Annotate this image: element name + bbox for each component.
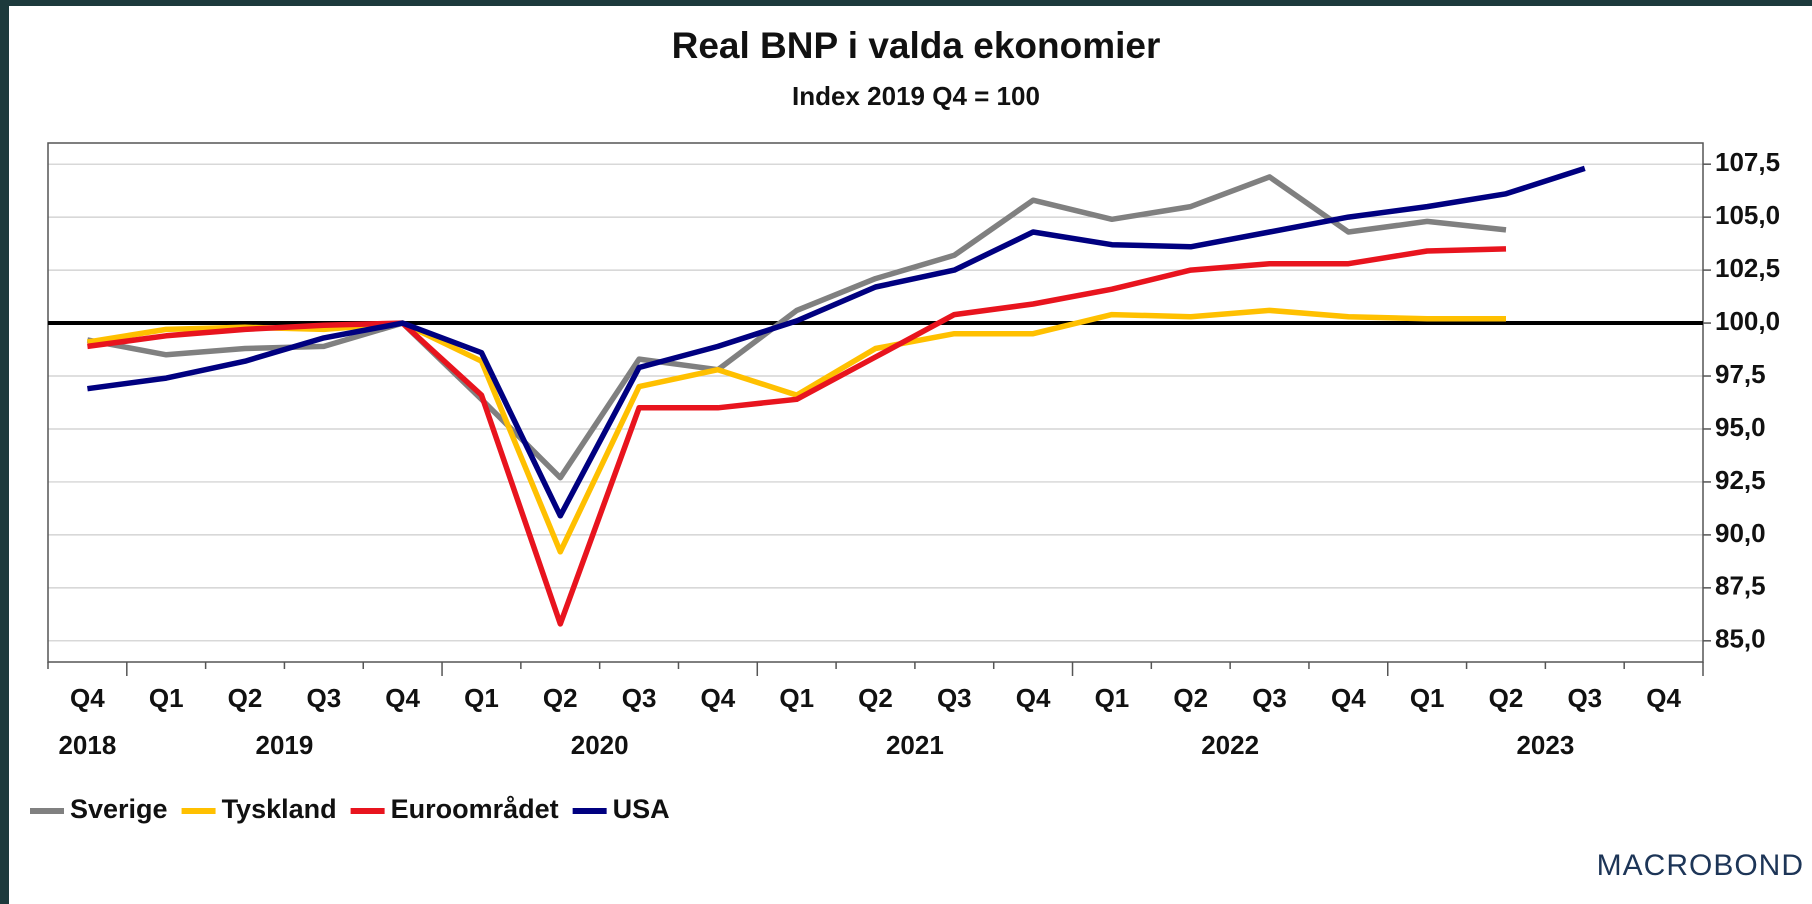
x-tick-label: Q2 <box>858 683 893 713</box>
legend-label: Euroområdet <box>391 794 559 824</box>
x-tick-label: Q3 <box>1567 683 1602 713</box>
x-tick-label: Q2 <box>228 683 263 713</box>
x-tick-label: Q3 <box>937 683 972 713</box>
x-tick-label: Q3 <box>622 683 657 713</box>
background <box>9 6 1812 904</box>
y-tick-label: 90,0 <box>1715 518 1766 548</box>
x-tick-label: Q1 <box>1095 683 1130 713</box>
x-tick-label: Q4 <box>1646 683 1681 713</box>
y-tick-label: 105,0 <box>1715 200 1780 230</box>
y-tick-label: 100,0 <box>1715 306 1780 336</box>
x-tick-label: Q3 <box>1252 683 1287 713</box>
x-tick-label: Q1 <box>464 683 499 713</box>
plot-border <box>47 142 1704 663</box>
x-year-label: 2022 <box>1201 730 1259 760</box>
x-tick-label: Q4 <box>1016 683 1051 713</box>
y-tick-label: 87,5 <box>1715 571 1766 601</box>
x-tick-label: Q1 <box>779 683 814 713</box>
x-year-label: 2023 <box>1516 730 1574 760</box>
chart-subtitle: Index 2019 Q4 = 100 <box>792 81 1040 111</box>
x-tick-label: Q1 <box>1410 683 1445 713</box>
x-tick-label: Q1 <box>149 683 184 713</box>
y-tick-label: 85,0 <box>1715 624 1766 654</box>
x-year-label: 2018 <box>58 730 116 760</box>
chart-title: Real BNP i valda ekonomier <box>672 25 1161 66</box>
legend-label: Tyskland <box>222 794 337 824</box>
source-logo: MACROBOND <box>1597 849 1804 882</box>
series-line <box>87 165 1586 519</box>
series-line <box>86 307 1506 555</box>
y-tick-label: 102,5 <box>1715 253 1780 283</box>
x-tick-label: Q2 <box>1489 683 1524 713</box>
legend-label: USA <box>613 794 670 824</box>
y-tick-label: 107,5 <box>1715 147 1780 177</box>
x-tick-label: Q3 <box>306 683 341 713</box>
x-tick-label: Q4 <box>70 683 105 713</box>
x-year-label: 2019 <box>256 730 314 760</box>
x-tick-label: Q4 <box>385 683 420 713</box>
series-line <box>86 174 1507 481</box>
x-tick-label: Q2 <box>543 683 578 713</box>
series-line <box>87 246 1507 627</box>
x-year-label: 2020 <box>571 730 629 760</box>
x-tick-label: Q4 <box>1331 683 1366 713</box>
y-tick-label: 97,5 <box>1715 359 1766 389</box>
y-tick-label: 92,5 <box>1715 465 1766 495</box>
y-tick-label: 95,0 <box>1715 412 1766 442</box>
x-year-label: 2021 <box>886 730 944 760</box>
legend-label: Sverige <box>70 794 168 824</box>
x-tick-label: Q2 <box>1173 683 1208 713</box>
x-tick-label: Q4 <box>701 683 736 713</box>
